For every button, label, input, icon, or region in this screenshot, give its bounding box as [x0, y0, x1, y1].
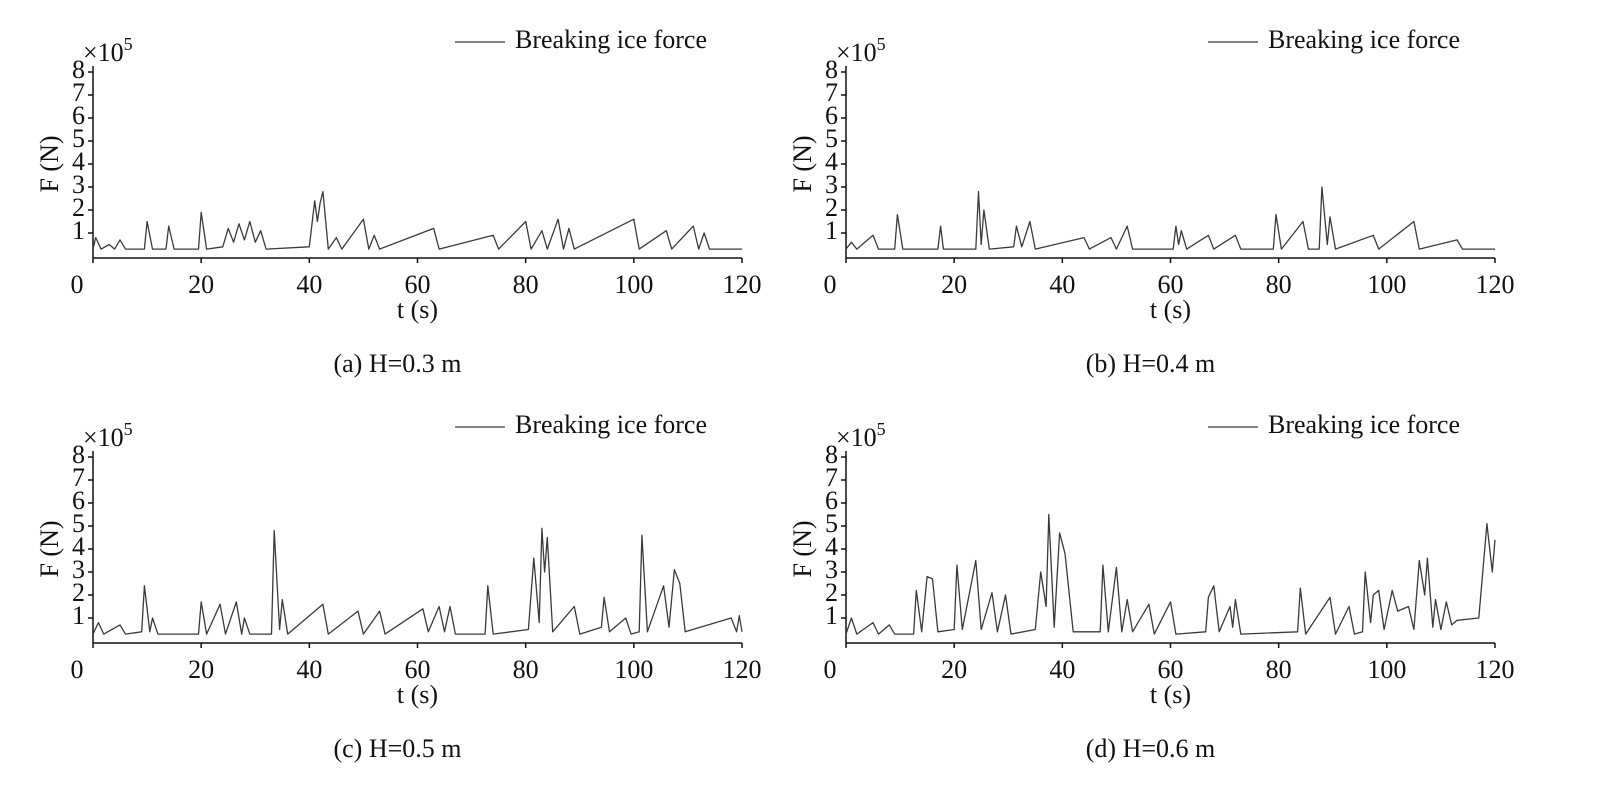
x-tick-label: 20	[941, 655, 967, 684]
x-axis-label: t (s)	[1150, 295, 1191, 324]
x-tick-label: 60	[405, 270, 431, 299]
y-tick-label: 5	[825, 509, 838, 538]
y-tick-label: 1	[72, 216, 85, 245]
y-multiplier-exponent: 5	[877, 34, 886, 54]
y-tick-label: 4	[825, 147, 838, 176]
data-line	[92, 527, 743, 635]
y-tick-label: 5	[72, 124, 85, 153]
y-multiplier-base: ×10	[836, 38, 877, 67]
y-tick-label: 6	[72, 486, 85, 515]
y-tick-label: 1	[825, 216, 838, 245]
y-tick-label: 3	[825, 170, 838, 199]
y-tick-label: 6	[825, 486, 838, 515]
y-tick-label: 3	[72, 170, 85, 199]
y-tick-label: 1	[825, 601, 838, 630]
data-line	[845, 513, 1496, 635]
x-tick-label: 100	[614, 270, 653, 299]
x-tick-label: 100	[614, 655, 653, 684]
y-tick-label: 4	[72, 532, 85, 561]
y-multiplier: ×105	[836, 419, 886, 452]
legend-label: Breaking ice force	[1268, 25, 1460, 54]
x-axis-label: t (s)	[397, 295, 438, 324]
y-multiplier: ×105	[83, 419, 133, 452]
x-tick-label: 20	[188, 655, 214, 684]
y-tick-label: 8	[72, 55, 85, 84]
x-tick-label: 120	[723, 655, 762, 684]
caption: (d) H=0.6 m	[1086, 734, 1215, 763]
y-multiplier: ×105	[83, 34, 133, 67]
y-tick-label: 8	[825, 440, 838, 469]
y-tick-label: 7	[72, 463, 85, 492]
x-tick-label: 80	[1266, 270, 1292, 299]
x-tick-label: 20	[941, 270, 967, 299]
y-axis-label: F (N)	[35, 520, 64, 577]
y-multiplier-exponent: 5	[124, 34, 133, 54]
x-tick-label: 20	[188, 270, 214, 299]
x-tick-label: 40	[296, 270, 322, 299]
y-tick-label: 3	[72, 555, 85, 584]
y-multiplier-exponent: 5	[124, 419, 133, 439]
x-tick-label: 60	[1158, 270, 1184, 299]
x-tick-label: 60	[405, 655, 431, 684]
caption: (b) H=0.4 m	[1086, 349, 1215, 378]
x-tick-label: 120	[1476, 655, 1515, 684]
y-axis-label: F (N)	[788, 135, 817, 192]
data-line	[845, 186, 1495, 250]
y-multiplier-base: ×10	[836, 423, 877, 452]
y-tick-label: 3	[825, 555, 838, 584]
x-axis-label: t (s)	[397, 680, 438, 709]
y-tick-label: 4	[825, 532, 838, 561]
y-tick-label: 2	[825, 193, 838, 222]
y-multiplier-base: ×10	[83, 38, 124, 67]
y-tick-label: 2	[72, 578, 85, 607]
x-tick-label: 60	[1158, 655, 1184, 684]
y-tick-label: 7	[825, 78, 838, 107]
y-tick-label: 6	[72, 101, 85, 130]
y-tick-label: 1	[72, 601, 85, 630]
y-axis-label: F (N)	[788, 520, 817, 577]
x-axis-label: t (s)	[1150, 680, 1191, 709]
y-tick-label: 7	[72, 78, 85, 107]
y-tick-label: 5	[72, 509, 85, 538]
y-multiplier: ×105	[836, 34, 886, 67]
y-tick-label: 4	[72, 147, 85, 176]
x-tick-label: 40	[296, 655, 322, 684]
y-tick-label: 8	[72, 440, 85, 469]
y-tick-label: 7	[825, 463, 838, 492]
x-tick-label: 40	[1049, 655, 1075, 684]
x-tick-label: 100	[1367, 270, 1406, 299]
x-tick-label: 0	[824, 655, 837, 684]
x-tick-label: 80	[1266, 655, 1292, 684]
x-tick-label: 0	[824, 270, 837, 299]
x-tick-label: 100	[1367, 655, 1406, 684]
x-tick-label: 0	[71, 270, 84, 299]
y-tick-label: 8	[825, 55, 838, 84]
y-tick-label: 2	[72, 193, 85, 222]
x-tick-label: 120	[723, 270, 762, 299]
x-tick-label: 40	[1049, 270, 1075, 299]
y-axis-label: F (N)	[35, 135, 64, 192]
y-tick-label: 6	[825, 101, 838, 130]
y-tick-label: 5	[825, 124, 838, 153]
legend-label: Breaking ice force	[515, 25, 707, 54]
x-tick-label: 80	[513, 655, 539, 684]
legend-label: Breaking ice force	[1268, 410, 1460, 439]
caption: (c) H=0.5 m	[333, 734, 461, 763]
x-tick-label: 0	[71, 655, 84, 684]
legend-label: Breaking ice force	[515, 410, 707, 439]
y-multiplier-exponent: 5	[877, 419, 886, 439]
caption: (a) H=0.3 m	[333, 349, 461, 378]
data-line	[92, 190, 742, 250]
y-multiplier-base: ×10	[83, 423, 124, 452]
x-tick-label: 80	[513, 270, 539, 299]
y-tick-label: 2	[825, 578, 838, 607]
x-tick-label: 120	[1476, 270, 1515, 299]
